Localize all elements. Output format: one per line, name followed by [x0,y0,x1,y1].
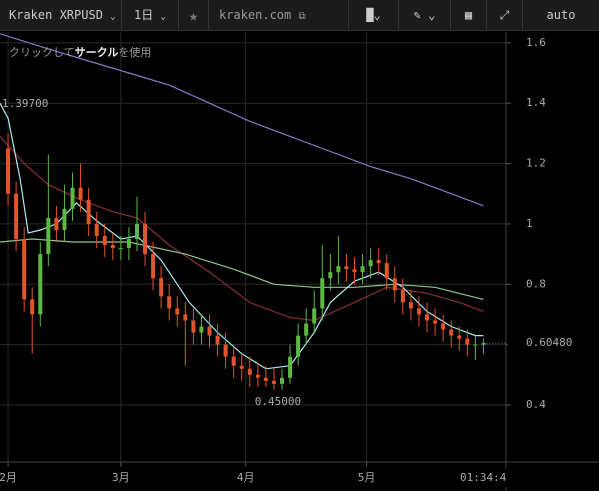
candle-body [344,266,349,270]
candle-body [328,272,333,279]
countdown-box [457,469,517,487]
candle-body [441,323,446,330]
candle-body [231,356,236,366]
candle-body [78,187,83,200]
candle-body [207,326,212,336]
candle-body [280,377,285,384]
interval-button[interactable]: 1日 ⌄ [122,0,179,31]
candle-body [336,266,341,273]
hint-bold: サークル [74,46,119,59]
candle-body [433,320,438,324]
moving-average [0,33,484,207]
candle-body [30,299,35,315]
candle-body [102,235,107,246]
candle-body [384,263,389,279]
candle-body [312,308,317,324]
moving-average [0,102,484,370]
candle-body [320,278,325,309]
candle-body [6,148,11,194]
hint-text: クリックして [9,46,75,59]
hint: クリックしてサークルを使用 [9,44,151,60]
candle-body [481,343,486,345]
candle-body [304,323,309,336]
candle-body [215,335,220,345]
candle-body [46,217,51,255]
candle-body [465,338,470,345]
candle-body [62,208,67,230]
candle-body [457,335,462,339]
candle-body [223,344,228,357]
candle-body [263,377,268,381]
toolbar: Kraken XRPUSD ⌄ 1日 ⌄ ★ kraken.com ⧉ █⌄ ✎… [0,0,599,31]
price-annotation: 0.45000 [255,395,301,408]
last-price-label: 0.60480 [526,336,572,349]
candle-body [175,308,180,315]
candle-body [425,314,430,321]
candle-body [416,308,421,315]
countdown: 01:34:4 [460,471,507,484]
candle-body [151,254,156,279]
x-tick-label: 2月 [0,471,17,484]
y-tick-label: 1.6 [526,36,546,49]
candle-body [271,380,276,384]
last-price-box [508,335,598,352]
candle-body [143,223,148,255]
interval: 1日 [134,8,154,22]
candle-body [126,239,131,249]
x-tick-label: 5月 [358,471,376,484]
star-button[interactable]: ★ [179,0,209,31]
price-annotation: 1.39700 [2,97,48,110]
candle-body [376,260,381,264]
draw-button[interactable]: ✎ ⌄ [399,0,451,31]
candle-body [70,187,75,209]
y-tick-label: 1 [526,217,533,230]
site-link[interactable]: kraken.com ⧉ [209,0,349,31]
candle-body [296,335,301,357]
candle-body [167,296,172,309]
candle-body [159,278,164,297]
candle-body [86,199,91,224]
candle-body [368,260,373,267]
y-tick-label: 0.4 [526,398,546,411]
candle-body [22,239,27,300]
scale-button[interactable]: auto [523,0,599,31]
candle-body [14,193,19,240]
candle-body [54,217,59,230]
candle-body [352,269,357,273]
indicator-button[interactable]: ▦ [451,0,487,31]
candle-body [118,248,123,250]
candle-body [392,278,397,291]
symbol-button[interactable]: Kraken XRPUSD ⌄ [0,0,122,31]
candle-body [134,223,139,240]
chart-type-button[interactable]: █⌄ [349,0,399,31]
x-tick-label: 3月 [112,471,130,484]
symbol: Kraken XRPUSD [9,8,103,22]
site: kraken.com [219,8,292,22]
candle-body [473,344,478,346]
x-tick-label: 4月 [237,471,255,484]
y-tick-label: 1.2 [526,157,546,170]
candle-body [400,290,405,303]
candle-body [191,320,196,333]
hint-text: を使用 [118,46,152,59]
moving-average [0,238,484,300]
candle-body [239,365,244,369]
candle-body [449,329,454,336]
candle-body [247,368,252,375]
y-tick-label: 1.4 [526,96,546,109]
y-tick-label: 0.8 [526,277,546,290]
candle-body [255,374,260,378]
candle-body [110,245,115,249]
scale: auto [546,8,576,22]
candle-body [183,314,188,321]
candle-body [38,254,43,315]
candle-body [288,356,293,378]
candle-body [199,326,204,333]
candle-body [408,302,413,309]
candle-body [360,266,365,273]
candle-body [94,223,99,236]
fullscreen-button[interactable]: ⤢ [487,0,523,31]
